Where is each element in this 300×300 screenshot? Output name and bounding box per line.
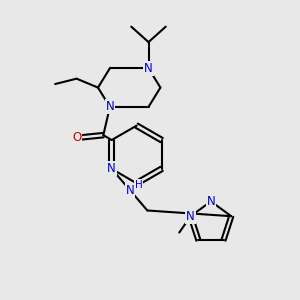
- Text: N: N: [207, 195, 215, 208]
- Text: N: N: [126, 184, 134, 197]
- Text: O: O: [72, 131, 81, 144]
- Text: N: N: [144, 62, 153, 75]
- Text: N: N: [186, 210, 195, 223]
- Text: H: H: [134, 180, 142, 190]
- Text: N: N: [106, 100, 114, 113]
- Text: N: N: [107, 162, 116, 176]
